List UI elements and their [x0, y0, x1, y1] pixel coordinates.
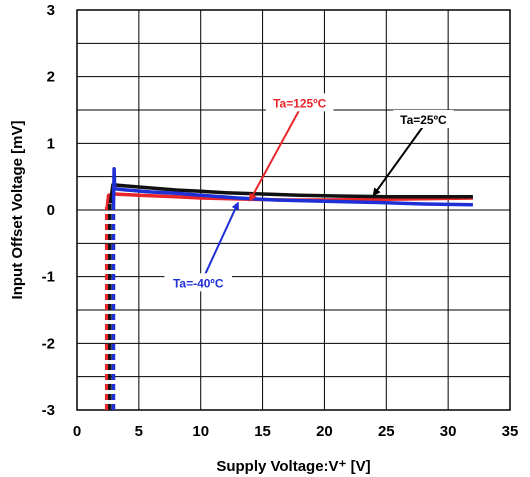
- y-tick-label: 0: [47, 202, 55, 219]
- y-tick-label: -3: [42, 402, 55, 419]
- x-tick-label: 0: [73, 423, 81, 440]
- annotation-1-bg: [393, 110, 454, 128]
- x-tick-label: 30: [440, 423, 457, 440]
- x-tick-label: 35: [502, 423, 519, 440]
- annotations: Ta=125ºC Ta=25ºC Ta=-40ºC: [164, 93, 454, 292]
- x-tick-label: 25: [378, 423, 395, 440]
- y-tick-label: -2: [42, 335, 55, 352]
- annotation-0-bg: [265, 93, 334, 112]
- x-tick-labels: 0 5 10 15 20 25 30 35: [73, 423, 519, 440]
- y-axis-label: Input Offset Voltage [mV]: [9, 121, 26, 300]
- series-1-line: [108, 182, 473, 204]
- plot-area: [76, 9, 511, 411]
- y-tick-labels: -3 -2 -1 0 1 2 3: [42, 2, 55, 419]
- annotation-1-label: Ta=25ºC: [400, 113, 447, 127]
- annotation-1-arrow: [372, 125, 425, 197]
- annotation-2-label: Ta=-40ºC: [173, 276, 224, 290]
- x-tick-label: 15: [254, 423, 271, 440]
- series-2-line: [111, 166, 473, 207]
- x-axis-label: Supply Voltage:V⁺ [V]: [216, 458, 370, 475]
- y-tick-label: 2: [47, 69, 55, 86]
- annotation-0-label: Ta=125ºC: [273, 96, 327, 110]
- x-tick-label: 5: [135, 423, 143, 440]
- y-tick-label: 1: [47, 135, 55, 152]
- grid-lines: [76, 9, 511, 411]
- x-tick-label: 10: [192, 423, 209, 440]
- y-tick-label: 3: [47, 2, 55, 19]
- annotation-0-arrow: [249, 108, 301, 202]
- x-tick-label: 20: [316, 423, 333, 440]
- annotation-2-bg: [164, 273, 233, 292]
- y-tick-label: -1: [42, 269, 55, 286]
- series-layer: [104, 166, 473, 410]
